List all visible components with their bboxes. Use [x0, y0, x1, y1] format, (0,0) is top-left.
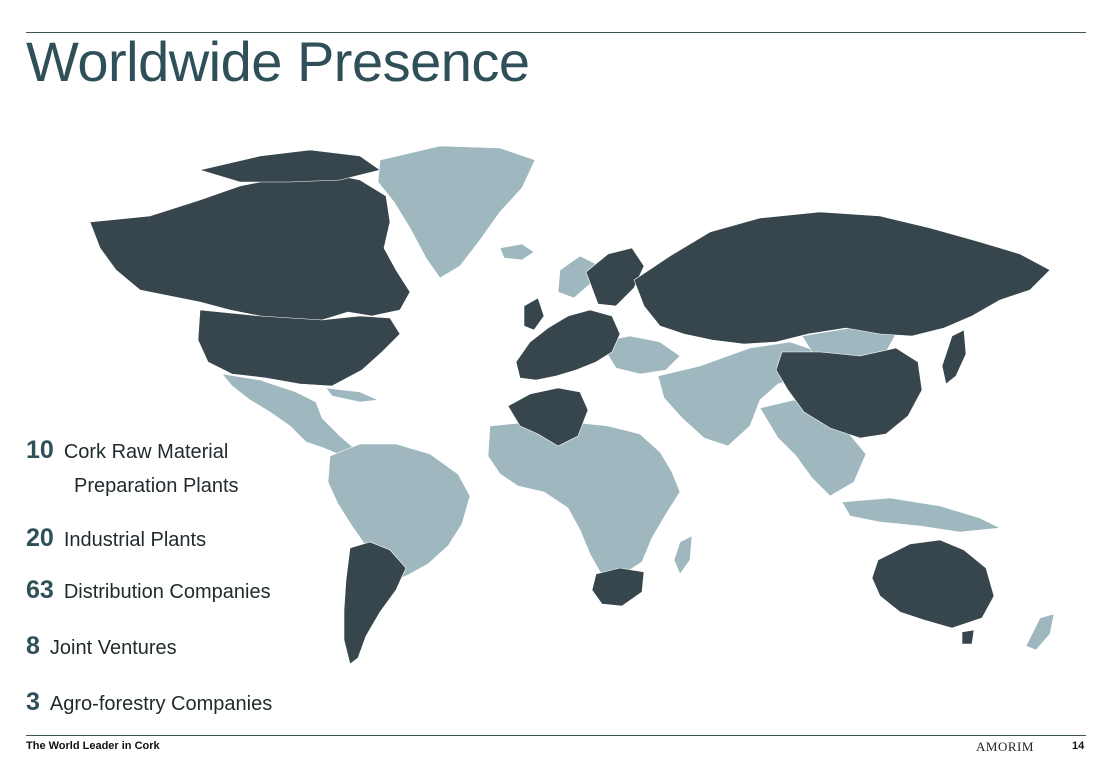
region-madagascar — [673, 535, 693, 575]
stat-label: Agro-forestry Companies — [49, 693, 273, 715]
stat-number: 10 — [26, 436, 54, 464]
region-china — [775, 347, 923, 439]
region-north-africa — [507, 387, 589, 447]
bottom-rule — [26, 735, 1086, 736]
region-scandinavia — [585, 247, 645, 307]
region-new-zealand — [1025, 613, 1055, 651]
region-united-states — [197, 309, 401, 387]
map-presence-regions — [89, 149, 1051, 665]
region-greenland — [377, 145, 536, 279]
region-eastern-europe — [599, 335, 681, 375]
stat-label: Distribution Companies — [63, 581, 271, 603]
page-title: Worldwide Presence — [26, 30, 530, 93]
region-iceland — [499, 243, 535, 261]
region-russia — [633, 211, 1051, 345]
region-south-america — [327, 443, 471, 583]
region-south-africa — [591, 567, 645, 607]
footer-brand-logo: AMORIM — [976, 739, 1034, 754]
stat-agro-forestry: 3 Agro-forestry Companies — [26, 688, 272, 717]
region-caribbean — [325, 387, 380, 403]
page-number: 14 — [1072, 740, 1085, 752]
region-canada-arctic — [198, 149, 381, 183]
stat-label: Cork Raw Material — [63, 441, 229, 463]
region-indonesia — [841, 497, 1002, 533]
stat-industrial-plants: 20 Industrial Plants — [26, 524, 206, 553]
stat-label-line2: Preparation Plants — [74, 475, 239, 497]
region-chile-argentina — [343, 541, 407, 665]
stat-label: Industrial Plants — [63, 529, 207, 551]
stat-distribution-companies: 63 Distribution Companies — [26, 576, 271, 605]
region-tasmania — [961, 629, 975, 645]
region-japan — [941, 329, 967, 385]
footer-tagline: The World Leader in Cork — [26, 740, 160, 752]
region-australia — [871, 539, 995, 629]
region-canada — [89, 171, 411, 321]
stat-number: 3 — [26, 688, 40, 716]
region-africa — [487, 421, 681, 577]
stat-number: 63 — [26, 576, 54, 604]
stat-number: 20 — [26, 524, 54, 552]
stat-label: Joint Ventures — [49, 637, 177, 659]
stat-cork-raw-material: 10 Cork Raw Material Preparation Plants — [26, 436, 239, 498]
world-map — [60, 130, 1070, 680]
stat-joint-ventures: 8 Joint Ventures — [26, 632, 177, 661]
region-western-europe — [515, 309, 621, 381]
stat-number: 8 — [26, 632, 40, 660]
region-united-kingdom — [523, 297, 545, 331]
region-norway — [557, 255, 597, 299]
top-rule — [26, 32, 1086, 33]
